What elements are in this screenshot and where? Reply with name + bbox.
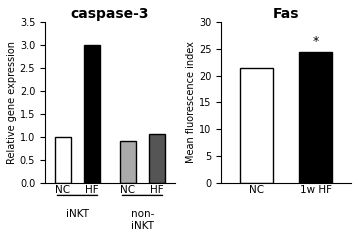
- Bar: [240, 68, 273, 182]
- Bar: [149, 135, 165, 182]
- Y-axis label: Mean fluorescence index: Mean fluorescence index: [186, 41, 196, 163]
- Bar: [84, 45, 100, 182]
- Title: Fas: Fas: [273, 7, 299, 21]
- Bar: [299, 52, 332, 182]
- Text: *: *: [313, 35, 319, 48]
- Y-axis label: Relative gene expression: Relative gene expression: [7, 41, 17, 164]
- Text: non-
iNKT: non- iNKT: [131, 209, 154, 231]
- Bar: [120, 141, 136, 182]
- Text: iNKT: iNKT: [66, 209, 89, 219]
- Bar: [54, 137, 71, 182]
- Title: caspase-3: caspase-3: [71, 7, 149, 21]
